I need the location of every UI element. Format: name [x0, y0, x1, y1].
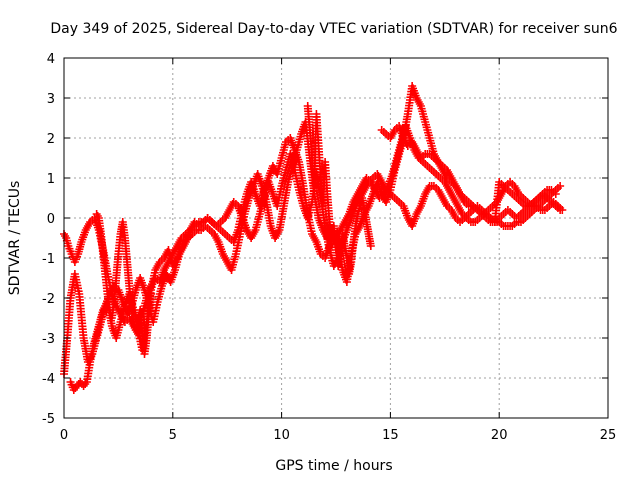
x-tick-label: 25	[600, 428, 617, 443]
x-axis-label: GPS time / hours	[275, 458, 392, 474]
data-point	[366, 242, 375, 250]
y-tick-label: -4	[42, 372, 55, 387]
x-tick-label: 20	[491, 428, 508, 443]
y-tick-label: 4	[47, 52, 55, 67]
y-tick-labels: -5 -4 -3 -2 -1 0 1 2 3 4	[42, 52, 55, 427]
series-track-e	[303, 102, 375, 278]
data-points	[60, 82, 567, 394]
y-tick-label: -1	[42, 252, 55, 267]
y-tick-label: 2	[47, 132, 55, 147]
x-tick-label: 10	[273, 428, 290, 443]
y-tick-label: 1	[47, 172, 55, 187]
data-point	[556, 206, 565, 214]
y-tick-label: -5	[42, 412, 55, 427]
series-track-d	[92, 210, 156, 358]
y-axis-label: SDTVAR / TECUs	[7, 181, 23, 296]
data-point	[551, 190, 560, 198]
series-track-f	[377, 122, 560, 226]
series-track-b	[60, 118, 567, 378]
chart-title: Day 349 of 2025, Sidereal Day-to-day VTE…	[50, 21, 617, 37]
axis-ticks	[63, 57, 609, 419]
plot-frame	[63, 57, 609, 419]
x-tick-labels: 0 5 10 15 20 25	[60, 428, 616, 443]
data-point	[556, 182, 565, 190]
x-tick-label: 15	[382, 428, 399, 443]
x-tick-label: 0	[60, 428, 68, 443]
y-tick-label: 3	[47, 92, 55, 107]
x-tick-label: 5	[169, 428, 177, 443]
y-tick-label: -3	[42, 332, 55, 347]
y-tick-label: -2	[42, 292, 55, 307]
y-tick-label: 0	[47, 212, 55, 227]
data-point	[147, 290, 156, 298]
